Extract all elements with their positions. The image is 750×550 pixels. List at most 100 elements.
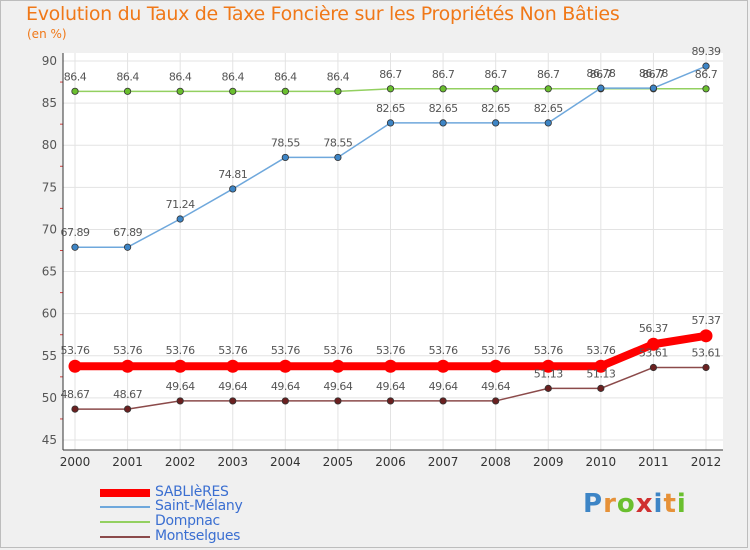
data-point xyxy=(492,119,500,127)
data-point xyxy=(229,185,237,193)
data-point xyxy=(71,243,79,251)
data-label: 53.76 xyxy=(218,344,247,357)
data-label: 53.76 xyxy=(61,344,90,357)
y-tick-label: 65 xyxy=(42,265,57,279)
data-point xyxy=(439,397,447,405)
data-point xyxy=(649,363,658,372)
data-label: 86.7 xyxy=(484,68,507,81)
data-label: 49.64 xyxy=(166,380,195,393)
y-unit-label: (en %) xyxy=(27,27,67,41)
y-tick-label: 50 xyxy=(42,391,57,405)
data-point xyxy=(334,87,342,95)
data-label: 53.76 xyxy=(113,344,142,357)
x-tick-label: 2007 xyxy=(428,455,459,469)
data-label: 49.64 xyxy=(376,380,405,393)
data-label: 49.64 xyxy=(429,380,458,393)
data-label: 53.76 xyxy=(376,344,405,357)
data-point xyxy=(229,87,237,95)
data-label: 82.65 xyxy=(429,102,458,115)
data-point xyxy=(386,85,395,93)
data-label: 57.37 xyxy=(692,314,721,327)
y-tick-label: 60 xyxy=(42,307,57,321)
data-label: 86.7 xyxy=(537,68,560,81)
y-tick-label: 75 xyxy=(42,180,57,194)
x-tick-label: 2009 xyxy=(533,455,564,469)
data-point xyxy=(71,87,79,95)
data-label: 86.7 xyxy=(379,68,402,81)
data-point xyxy=(281,397,289,405)
data-point xyxy=(597,84,605,92)
data-point xyxy=(544,384,552,392)
data-label: 82.65 xyxy=(481,102,510,115)
data-label: 86.7 xyxy=(642,68,665,81)
data-point xyxy=(702,62,710,70)
data-label: 53.61 xyxy=(639,346,668,359)
legend-swatch xyxy=(100,506,150,508)
y-tick-label: 90 xyxy=(42,54,57,68)
data-point xyxy=(702,363,710,372)
x-tick-label: 2008 xyxy=(480,455,511,469)
legend-swatch xyxy=(100,489,150,497)
data-point xyxy=(121,359,135,373)
legend-label: Dompnac xyxy=(155,513,220,529)
x-tick-label: 2011 xyxy=(638,455,669,469)
data-label: 53.76 xyxy=(166,344,195,357)
data-point xyxy=(699,329,713,343)
chart-title: Evolution du Taux de Taxe Foncière sur l… xyxy=(26,3,620,25)
y-tick-label: 85 xyxy=(42,96,57,110)
data-point xyxy=(176,87,184,95)
data-point xyxy=(123,405,132,413)
logo-letter: t xyxy=(663,489,677,519)
logo-letter: x xyxy=(635,489,654,519)
data-point xyxy=(649,84,658,92)
data-label: 78.55 xyxy=(323,136,352,149)
data-point xyxy=(71,405,79,413)
data-point xyxy=(123,87,132,95)
logo-letter: i xyxy=(676,489,687,519)
data-point xyxy=(281,153,289,162)
data-label: 86.7 xyxy=(590,68,613,81)
data-label: 56.37 xyxy=(639,322,668,335)
legend-label: SABLIèRES xyxy=(155,484,229,500)
data-label: 49.64 xyxy=(481,380,510,393)
data-point xyxy=(436,359,450,373)
data-point xyxy=(176,215,184,223)
data-label: 86.4 xyxy=(274,70,297,83)
data-label: 49.64 xyxy=(218,380,247,393)
data-label: 86.4 xyxy=(327,70,350,83)
x-tick-label: 2006 xyxy=(375,455,406,469)
data-label: 86.4 xyxy=(222,70,245,83)
data-label: 86.4 xyxy=(64,70,87,83)
data-point xyxy=(334,153,342,162)
data-label: 89.39 xyxy=(692,45,721,58)
data-point xyxy=(439,119,447,127)
data-label: 51.13 xyxy=(586,367,615,380)
data-point xyxy=(594,359,608,373)
data-point xyxy=(384,359,397,373)
data-label: 86.7 xyxy=(432,68,455,81)
data-point xyxy=(439,85,447,93)
data-point xyxy=(544,85,552,93)
data-label: 86.78 xyxy=(639,67,668,80)
data-label: 86.7 xyxy=(695,68,718,81)
x-tick-label: 2001 xyxy=(112,455,143,469)
data-point xyxy=(489,359,503,373)
data-point xyxy=(176,397,184,405)
data-label: 53.76 xyxy=(323,344,352,357)
logo-letter: i xyxy=(653,489,664,519)
data-point xyxy=(173,359,187,373)
data-point xyxy=(492,397,500,405)
data-point xyxy=(702,85,710,93)
legend-swatch xyxy=(100,521,150,523)
data-label: 86.4 xyxy=(116,70,139,83)
x-tick-label: 2003 xyxy=(217,455,248,469)
legend-label: Saint-Mélany xyxy=(155,498,243,514)
data-point xyxy=(386,397,395,405)
data-label: 82.65 xyxy=(376,102,405,115)
logo-letter: o xyxy=(616,489,636,519)
data-label: 53.76 xyxy=(429,344,458,357)
y-tick-label: 55 xyxy=(42,349,57,363)
y-tick-label: 70 xyxy=(42,222,57,236)
